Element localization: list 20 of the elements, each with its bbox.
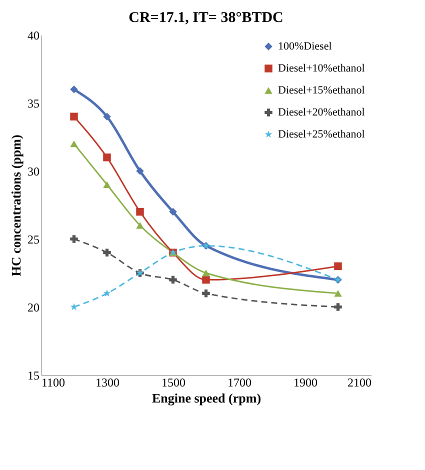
x-tick-label: 1900 xyxy=(294,376,318,390)
x-axis-title: Engine speed (rpm) xyxy=(152,390,262,406)
x-tick-label: 1100 xyxy=(42,376,66,390)
y-tick-label: 20 xyxy=(28,300,40,314)
x-tick-label: 1700 xyxy=(228,376,252,390)
y-tick-label: 40 xyxy=(28,28,40,42)
y-tick-label: 30 xyxy=(28,164,40,178)
legend-label: Diesel+20%ethanol xyxy=(278,106,365,118)
y-axis-title: HC concentrations (ppm) xyxy=(8,134,24,276)
legend-label: Diesel+10%ethanol xyxy=(278,62,365,74)
y-tick-label: 35 xyxy=(28,96,40,110)
x-tick-label: 2100 xyxy=(348,376,372,390)
legend-label: Diesel+25%ethanol xyxy=(278,128,365,140)
x-tick-label: 1500 xyxy=(162,376,186,390)
x-tick-label: 1300 xyxy=(96,376,120,390)
legend-label: 100%Diesel xyxy=(278,40,332,52)
y-tick-label: 15 xyxy=(28,368,40,382)
legend-label: Diesel+15%ethanol xyxy=(278,84,365,96)
chart-title: CR=17.1, IT= 38°BTDC xyxy=(128,10,284,26)
y-tick-label: 25 xyxy=(28,232,40,246)
